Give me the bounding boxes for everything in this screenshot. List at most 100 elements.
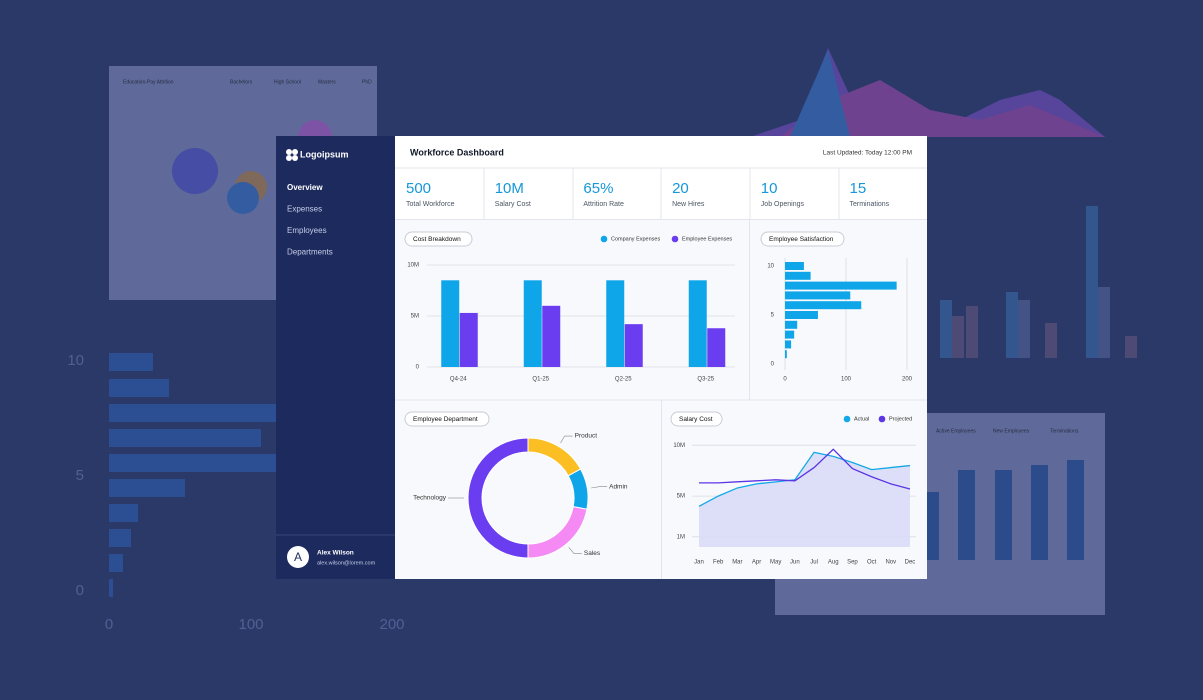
legend-label: Actual [854,416,869,422]
kpi-value: 20 [672,180,689,197]
panel-title-pill [760,231,845,247]
bar [785,311,818,319]
bar [707,328,726,367]
legend-label: Employee Expenses [682,236,732,242]
panel-title-pill [404,231,473,247]
nav-item[interactable]: Overview [287,183,323,192]
x-tick-label: Aug [828,560,839,566]
line [698,451,911,507]
bars-decor [940,206,1137,358]
bg-title: Education-Pay Attrition [123,79,174,85]
y-tick-label: 5M [411,314,419,320]
y-tick-label: 10 [767,264,774,270]
bg-legend: Masters [318,79,336,85]
kpi-value: 65% [583,180,613,197]
x-tick-label: Sep [847,560,858,566]
donut-label: Sales [584,550,601,557]
bars-decor [927,460,1084,560]
bar [606,280,625,367]
x-tick-label: Oct [867,560,877,566]
legend-swatch [671,235,679,243]
bar [785,350,787,359]
kpi-value: 500 [406,180,431,197]
hbars-decor [109,353,279,597]
x-tick-label: 100 [841,377,852,383]
x-tick-label: Jul [810,560,818,566]
x-tick-label: Mar [732,560,742,566]
legend-swatch [878,415,886,423]
bg-axis-label: 200 [379,616,404,633]
bg-axis-label: 0 [105,616,113,633]
last-updated: Last Updated: Today 12:00 PM [823,150,912,157]
leader-line [568,547,582,554]
x-tick-label: 0 [783,377,787,383]
line [699,448,911,490]
avatar-initial: A [294,550,302,564]
kpi-label: Job Openings [761,201,805,208]
kpi-label: Salary Cost [495,201,531,208]
x-tick-label: Jun [790,560,800,566]
leader-line [591,486,608,489]
panel-title-pill [670,411,723,427]
area-decor [780,80,1105,137]
legend-swatch [843,415,851,423]
kpi-label: Total Workforce [406,201,455,208]
panel-title-pill [404,411,490,427]
y-tick-label: 0 [416,365,420,371]
bubble [227,182,259,214]
user-email: alex.wilson@lorem.com [317,560,376,566]
kpi-value: 15 [850,180,867,197]
logo-icon [286,149,298,161]
bubble [172,148,218,194]
donut-label: Technology [413,495,447,502]
bg-legend: Active Employees [936,428,976,434]
y-tick-label: 1M [677,534,685,540]
kpi-label: Attrition Rate [583,201,624,208]
bar [785,301,862,310]
bar [441,280,460,367]
x-tick-label: Feb [713,560,724,566]
panel-borders [395,167,927,579]
bg-legend: High School [274,79,301,85]
x-tick-label: Q4-24 [450,377,467,383]
bg-legend: Bachelors [230,79,253,85]
x-tick-label: Q1-25 [532,377,549,383]
kpi-value: 10M [495,180,524,197]
bg-axis-label: 5 [76,467,84,484]
x-tick-label: Q3-25 [697,377,714,383]
y-tick-label: 5M [677,494,685,500]
x-tick-label: May [770,560,781,566]
bar [523,280,542,367]
user-name: Alex Wilson [317,550,354,557]
bar [688,280,707,367]
x-tick-label: Jan [694,560,704,566]
nav-item[interactable]: Expenses [287,205,322,214]
nav-item[interactable]: Employees [287,226,327,235]
page-title: Workforce Dashboard [410,147,504,157]
nav-item[interactable]: Departments [287,248,333,257]
bg-legend: PhD [362,79,372,85]
x-tick-label: Apr [752,560,761,566]
x-tick-label: Q2-25 [615,377,632,383]
bg-axis-label: 100 [238,616,263,633]
avatar [287,546,309,568]
x-tick-label: Nov [885,560,896,566]
bg-legend: Terminations [1050,428,1079,434]
bg-legend: New Employees [993,428,1030,434]
y-tick-label: 10M [673,443,685,449]
donut-label: Admin [609,483,628,490]
y-tick-label: 0 [771,362,775,368]
bar [785,340,792,349]
legend-label: Company Expenses [611,236,660,242]
area [699,452,910,547]
logo: Logoipsum [300,149,349,159]
legend-swatch [600,235,608,243]
bar [785,271,811,280]
bg-axis-label: 0 [76,582,84,599]
bar [542,305,561,367]
bar [785,262,804,270]
bg-axis-label: 10 [67,352,84,369]
bar [459,312,478,367]
area-decor [790,50,850,137]
